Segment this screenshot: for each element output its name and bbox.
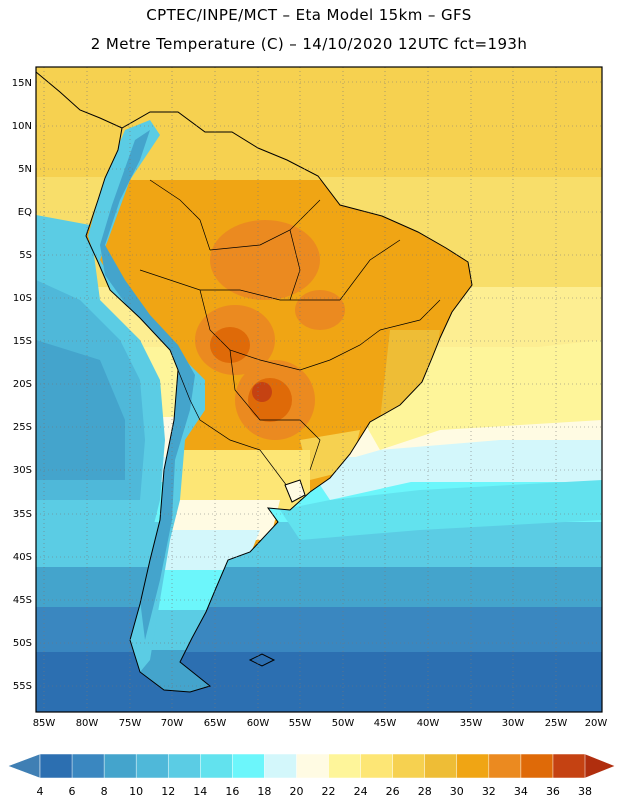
colorbar-swatch — [488, 753, 522, 779]
colorbar-label: 38 — [578, 785, 592, 798]
colorbar-swatch — [424, 753, 458, 779]
colorbar-swatch — [135, 753, 169, 779]
colorbar-swatch — [456, 753, 490, 779]
colorbar-swatch — [264, 753, 298, 779]
lat-label: 5N — [18, 164, 32, 175]
colorbar-label: 20 — [289, 785, 303, 798]
colorbar-swatch — [167, 753, 201, 779]
temperature-field — [36, 67, 602, 712]
longitude-axis: 85W 80W 75W 70W 65W 60W 55W 50W 45W 40W … — [33, 718, 608, 729]
colorbar-arrow-high — [584, 753, 616, 779]
lon-label: 70W — [161, 718, 184, 729]
colorbar-label: 8 — [101, 785, 108, 798]
lat-label: 10S — [13, 293, 32, 304]
colorbar-label: 26 — [386, 785, 400, 798]
colorbar-label: 12 — [161, 785, 175, 798]
colorbar-swatch — [200, 753, 233, 779]
colorbar-label: 18 — [257, 785, 271, 798]
temperature-colorbar: 4 6 8 10 12 14 16 18 20 22 24 26 28 30 32 34 36 38 — [7, 753, 616, 798]
lat-label: 20S — [13, 379, 32, 390]
colorbar-swatch — [296, 753, 330, 779]
colorbar-arrow-low — [7, 753, 41, 779]
colorbar-swatch — [360, 753, 394, 779]
lat-label: 30S — [13, 465, 32, 476]
lat-label: 35S — [13, 509, 32, 520]
colorbar-label: 6 — [69, 785, 76, 798]
map-frame — [35, 66, 603, 713]
colorbar-label: 10 — [129, 785, 143, 798]
lat-label: 50S — [13, 638, 32, 649]
colorbar-swatch — [520, 753, 554, 779]
map-title: CPTEC/INPE/MCT – Eta Model 15km – GFS — [146, 6, 472, 24]
colorbar-swatch — [552, 753, 586, 779]
colorbar-label: 14 — [193, 785, 207, 798]
lon-label: 25W — [545, 718, 568, 729]
colorbar-swatch — [392, 753, 426, 779]
colorbar-label: 4 — [37, 785, 44, 798]
lon-label: 85W — [33, 718, 56, 729]
lon-label: 20W — [585, 718, 608, 729]
lon-label: 50W — [332, 718, 355, 729]
map-subtitle: 2 Metre Temperature (C) – 14/10/2020 12U… — [90, 35, 528, 53]
colorbar-swatch — [71, 753, 105, 779]
lon-label: 40W — [417, 718, 440, 729]
lat-label: 25S — [13, 422, 32, 433]
colorbar-label: 28 — [418, 785, 432, 798]
lon-label: 75W — [119, 718, 142, 729]
lon-label: 65W — [204, 718, 227, 729]
lat-label: 55S — [13, 681, 32, 692]
lat-label: 5S — [19, 250, 32, 261]
colorbar-label: 16 — [225, 785, 239, 798]
lon-label: 45W — [374, 718, 397, 729]
colorbar-label: 34 — [514, 785, 528, 798]
lon-label: 55W — [289, 718, 312, 729]
colorbar-swatch — [103, 753, 137, 779]
lon-label: 30W — [502, 718, 525, 729]
lat-label: EQ — [18, 207, 32, 218]
colorbar-swatch — [328, 753, 362, 779]
lon-label: 80W — [76, 718, 99, 729]
lat-label: 45S — [13, 595, 32, 606]
colorbar-swatch — [232, 753, 265, 779]
lat-label: 15N — [12, 78, 32, 89]
lat-label: 10N — [12, 121, 32, 132]
colorbar-label: 30 — [450, 785, 464, 798]
lat-label: 40S — [13, 552, 32, 563]
colorbar-label: 24 — [354, 785, 368, 798]
colorbar-label: 36 — [546, 785, 560, 798]
colorbar-swatch — [39, 753, 73, 779]
lon-label: 60W — [247, 718, 270, 729]
colorbar-label: 22 — [322, 785, 336, 798]
latitude-axis: 15N 10N 5N EQ 5S 10S 15S 20S 25S 30S 35S… — [12, 78, 32, 692]
colorbar-label: 32 — [482, 785, 496, 798]
lon-label: 35W — [460, 718, 483, 729]
lat-label: 15S — [13, 336, 32, 347]
